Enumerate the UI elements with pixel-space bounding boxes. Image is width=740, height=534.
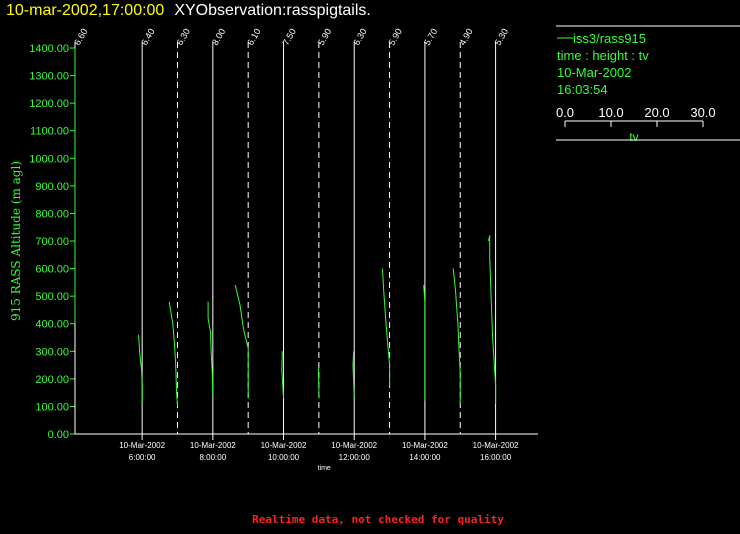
- profile-trace: [452, 268, 461, 404]
- profile-label: 7.50: [281, 27, 298, 47]
- legend-fields: time : height : tv: [557, 48, 649, 63]
- x-tick-label-time: 12:00:00: [339, 453, 371, 462]
- legend-scale-tick-label: 0.0: [556, 105, 574, 120]
- profile-label: 6.30: [175, 27, 192, 47]
- profile-label: 5.90: [387, 27, 404, 47]
- profile-trace: [138, 334, 143, 404]
- x-tick-label-date: 10-Mar-2002: [402, 441, 448, 450]
- profile-trace: [382, 268, 391, 388]
- profile-trace: [423, 285, 426, 401]
- profile-label: 6.60: [72, 27, 89, 47]
- profile-label: 4.90: [457, 27, 474, 47]
- y-axis-label: 915 RASS Altitude (m agl): [9, 161, 23, 321]
- legend-scale-tick-label: 30.0: [690, 105, 715, 120]
- chart-title: 10-mar-2002,17:00:00 XYObservation:rasspi…: [6, 2, 371, 20]
- profile-trace: [207, 301, 214, 396]
- profile-label: 6.10: [245, 27, 262, 47]
- y-tick-label: 1100.00: [30, 126, 69, 138]
- profile-label: 5.70: [422, 27, 439, 47]
- profile-trace: [234, 284, 249, 399]
- x-tick-label-date: 10-Mar-2002: [261, 441, 307, 450]
- x-tick-label-date: 10-Mar-2002: [190, 441, 236, 450]
- y-tick-label: 800.00: [35, 208, 69, 220]
- y-tick-label: 1300.00: [29, 71, 69, 83]
- y-tick-label: 100.00: [35, 401, 69, 413]
- profile-trace: [168, 301, 178, 407]
- legend-time: 16:03:54: [557, 82, 608, 97]
- x-tick-label-time: 8:00:00: [199, 453, 226, 462]
- x-tick-label-time: 16:00:00: [480, 453, 512, 462]
- title-observation: XYObservation:rasspigtails.: [174, 2, 371, 19]
- y-tick-label: 700.00: [35, 236, 69, 248]
- y-tick-label: 600.00: [35, 264, 69, 276]
- profile-label: 6.40: [139, 27, 156, 47]
- legend-line-icon: [557, 37, 573, 39]
- y-tick-label: 1000.00: [29, 153, 69, 165]
- profile-label: 6.30: [351, 27, 368, 47]
- profile-trace: [352, 351, 355, 399]
- profile-label: 8.00: [210, 27, 227, 47]
- legend-scale-label: tv: [629, 130, 638, 144]
- y-tick-label: 400.00: [35, 319, 69, 331]
- legend-date: 10-Mar-2002: [557, 65, 632, 80]
- legend-series: iss3/rass915: [557, 30, 649, 47]
- y-tick-label: 0.00: [48, 429, 69, 441]
- x-tick-label-time: 14:00:00: [409, 453, 441, 462]
- y-tick-label: 200.00: [35, 374, 69, 386]
- legend-scale-tick-label: 20.0: [644, 105, 669, 120]
- legend-scale-tick-label: 10.0: [598, 105, 623, 120]
- profile-trace: [281, 351, 284, 399]
- y-tick-label: 500.00: [35, 291, 69, 303]
- legend-series-label: iss3/rass915: [573, 31, 646, 46]
- x-tick-label-date: 10-Mar-2002: [331, 441, 377, 450]
- y-tick-label: 300.00: [35, 346, 69, 358]
- x-tick-label-time: 10:00:00: [268, 453, 300, 462]
- y-tick-label: 1200.00: [29, 98, 69, 110]
- profile-label: 5.30: [493, 27, 510, 47]
- profile-trace: [488, 235, 497, 404]
- x-tick-label-date: 10-Mar-2002: [473, 441, 519, 450]
- x-tick-label-time: 6:00:00: [129, 453, 156, 462]
- profile-label: 5.90: [316, 27, 333, 47]
- quality-note-text: Realtime data, not checked for quality: [252, 513, 504, 526]
- quality-note: Realtime data, not checked for quality: [0, 513, 740, 526]
- y-tick-label: 900.00: [35, 181, 69, 193]
- x-tick-label-date: 10-Mar-2002: [119, 441, 165, 450]
- title-datetime: 10-mar-2002,17:00:00: [6, 2, 165, 19]
- legend: iss3/rass915 time : height : tv 10-Mar-2…: [557, 30, 649, 98]
- y-tick-label: 1400.00: [29, 43, 69, 55]
- x-axis-label: time: [318, 465, 331, 472]
- profile-trace: [317, 367, 320, 399]
